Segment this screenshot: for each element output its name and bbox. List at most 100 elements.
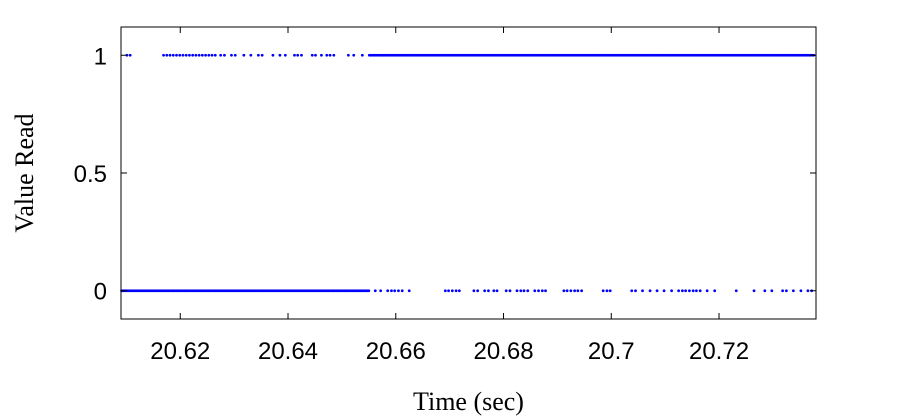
- x-tick-label: 20.66: [366, 338, 426, 365]
- x-axis-title: Time (sec): [413, 387, 524, 416]
- y-tick-label: 0: [94, 279, 107, 306]
- data-point: [601, 289, 605, 293]
- data-point: [328, 53, 332, 57]
- data-point: [197, 53, 201, 57]
- data-point: [573, 289, 577, 293]
- data-point: [300, 53, 303, 57]
- data-point: [687, 289, 691, 293]
- data-point: [519, 289, 523, 293]
- data-point: [677, 289, 681, 293]
- data-point: [670, 289, 674, 293]
- data-point: [171, 53, 175, 57]
- data-point: [296, 53, 300, 57]
- data-point: [605, 289, 609, 293]
- data-point: [487, 289, 490, 293]
- data-point: [249, 53, 253, 57]
- data-point: [346, 53, 350, 57]
- data-point: [194, 53, 198, 57]
- data-point: [662, 289, 666, 293]
- data-point: [165, 53, 169, 57]
- data-point: [191, 53, 195, 57]
- data-point: [223, 53, 226, 57]
- data-point: [390, 289, 393, 293]
- x-tick-label: 20.64: [258, 338, 318, 365]
- data-point: [386, 289, 390, 293]
- data-point: [492, 289, 496, 293]
- data-point: [210, 53, 214, 57]
- x-tick-label: 20.72: [689, 338, 749, 365]
- data-point: [379, 289, 383, 293]
- data-point: [705, 289, 709, 293]
- data-point: [447, 289, 450, 293]
- data-point: [213, 53, 217, 57]
- data-point: [533, 289, 537, 293]
- data-point: [457, 289, 461, 293]
- plot-frame: [120, 26, 817, 320]
- x-tick-label: 20.62: [150, 338, 210, 365]
- data-point: [407, 289, 411, 293]
- data-point: [352, 53, 356, 57]
- data-point: [608, 289, 612, 293]
- data-point: [495, 289, 499, 293]
- data-point: [472, 289, 476, 293]
- data-point: [569, 289, 573, 293]
- data-point: [684, 289, 688, 293]
- data-point: [691, 289, 695, 293]
- data-point: [128, 53, 132, 57]
- data-points: [120, 53, 816, 293]
- data-point: [508, 289, 512, 293]
- data-point: [332, 53, 336, 57]
- data-point: [476, 289, 480, 293]
- data-point: [695, 289, 698, 293]
- data-point: [188, 53, 191, 57]
- data-point: [233, 53, 237, 57]
- data-point: [565, 289, 569, 293]
- data-point: [537, 289, 540, 293]
- data-point: [373, 289, 377, 293]
- data-point: [763, 289, 767, 293]
- data-point: [393, 289, 397, 293]
- data-point: [360, 53, 364, 57]
- x-axis: 20.62 20.64 20.66 20.68 20.7 20.72: [150, 27, 749, 365]
- x-tick-label: 20.7: [588, 338, 635, 365]
- data-point: [504, 289, 508, 293]
- data-point: [540, 289, 544, 293]
- data-point: [562, 289, 566, 293]
- data-point: [278, 53, 282, 57]
- data-point: [320, 53, 323, 57]
- data-point: [175, 53, 178, 57]
- data-point: [526, 289, 530, 293]
- data-point: [641, 289, 644, 293]
- data-point: [219, 53, 223, 57]
- data-point: [544, 289, 547, 293]
- data-point: [293, 53, 296, 57]
- data-point: [397, 289, 400, 293]
- data-point: [515, 289, 519, 293]
- data-point: [162, 53, 165, 57]
- y-tick-label: 0.5: [74, 161, 107, 188]
- data-point: [400, 289, 404, 293]
- data-point: [648, 289, 652, 293]
- data-point: [799, 289, 803, 293]
- data-point: [680, 289, 684, 293]
- data-point: [580, 289, 584, 293]
- data-point: [325, 53, 329, 57]
- data-point: [260, 53, 264, 57]
- y-axis-title: Value Read: [10, 113, 39, 232]
- data-point: [181, 53, 185, 57]
- data-point: [698, 289, 702, 293]
- data-point: [230, 53, 233, 57]
- data-point: [256, 53, 260, 57]
- data-point: [443, 289, 447, 293]
- y-tick-label: 1: [94, 43, 107, 70]
- data-point: [576, 289, 580, 293]
- data-point: [791, 289, 795, 293]
- data-point: [784, 289, 788, 293]
- data-point: [713, 289, 717, 293]
- data-point: [367, 289, 371, 293]
- data-point: [450, 289, 454, 293]
- data-point: [483, 289, 487, 293]
- data-point: [178, 53, 182, 57]
- data-point: [522, 289, 526, 293]
